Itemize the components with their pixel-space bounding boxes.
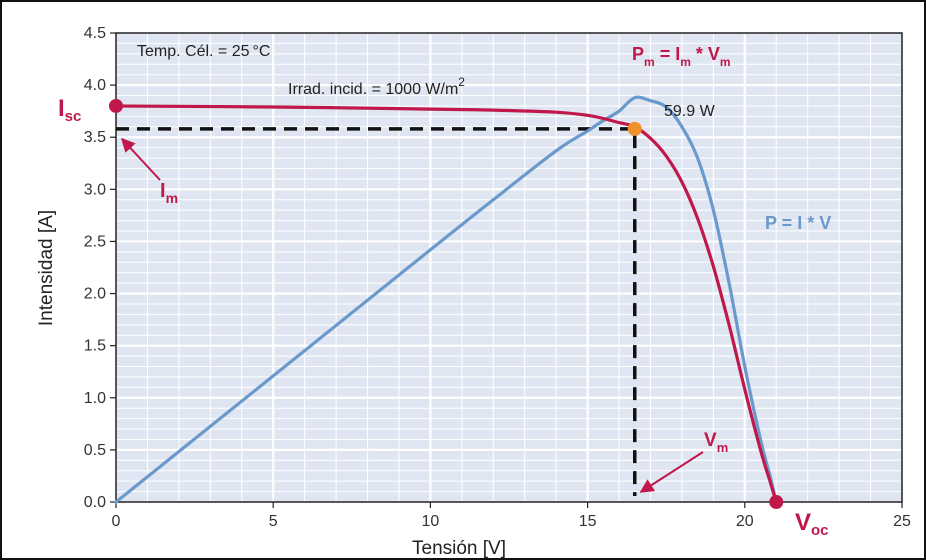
im-label: Im <box>160 180 178 206</box>
x-tick-label: 10 <box>422 513 440 530</box>
x-tick-label: 15 <box>579 513 597 530</box>
vm-arrow <box>639 451 704 493</box>
x-tick-label: 20 <box>736 513 754 530</box>
vm-label: Vm <box>704 430 728 455</box>
irradiance-note: Irrad. incid. = 1000 W/m2 <box>288 75 465 98</box>
y-tick-label: 1.5 <box>84 338 106 355</box>
mpp-point <box>627 121 642 136</box>
x-axis-label: Tensión [V] <box>412 538 506 559</box>
y-tick-label: 4.5 <box>84 25 106 42</box>
y-tick-label: 3.0 <box>84 181 106 198</box>
y-tick-label: 4.0 <box>84 77 106 94</box>
y-tick-label: 0.0 <box>84 494 106 511</box>
series-group <box>114 95 778 504</box>
y-axis-label: Intensidad [A] <box>36 210 57 326</box>
isc-point <box>109 98 123 113</box>
plot-area <box>116 33 902 502</box>
iv-curve <box>114 104 778 504</box>
pm-formula-label: Pm = Im * Vm <box>632 44 731 69</box>
voc-label: Voc <box>795 509 829 539</box>
y-tick-label: 1.0 <box>84 390 106 407</box>
x-tick-label: 0 <box>112 513 121 530</box>
im-arrow <box>121 137 161 181</box>
temperature-note: Temp. Cél. = 25 °C <box>137 43 270 60</box>
power-value-label: 59.9 W <box>664 103 716 120</box>
mpp-guide-lines <box>116 127 637 496</box>
voc-point <box>769 495 784 509</box>
y-tick-label: 3.5 <box>84 129 106 146</box>
y-tick-label: 0.5 <box>84 442 106 459</box>
power-formula-label: P = I * V <box>765 213 831 233</box>
x-tick-label: 5 <box>269 513 278 530</box>
plot-border <box>115 32 903 503</box>
y-tick-label: 2.0 <box>84 286 106 303</box>
isc-label: Isc <box>58 95 81 125</box>
y-tick-label: 2.5 <box>84 233 106 250</box>
power-curve <box>114 95 778 504</box>
x-tick-label: 25 <box>893 513 911 530</box>
axis-ticks: 0 5 10 15 20 25 0.0 0.5 1.0 1.5 2.0 2.5 3.0 3.5 4.0 4.5 <box>84 25 911 530</box>
